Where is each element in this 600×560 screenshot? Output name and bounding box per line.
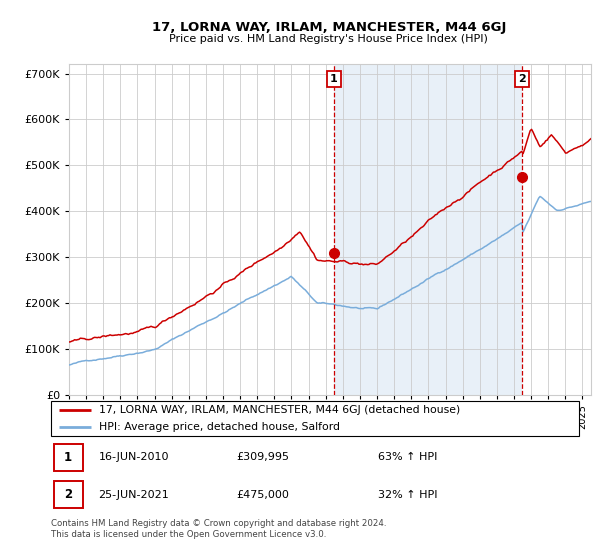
Text: 1: 1 — [330, 74, 337, 84]
Text: 1: 1 — [64, 451, 72, 464]
Text: 32% ↑ HPI: 32% ↑ HPI — [379, 490, 438, 500]
Text: 17, LORNA WAY, IRLAM, MANCHESTER, M44 6GJ: 17, LORNA WAY, IRLAM, MANCHESTER, M44 6G… — [152, 21, 506, 34]
Text: 25-JUN-2021: 25-JUN-2021 — [98, 490, 169, 500]
FancyBboxPatch shape — [53, 444, 83, 470]
Text: 2: 2 — [518, 74, 526, 84]
Text: £309,995: £309,995 — [236, 452, 289, 462]
Text: 63% ↑ HPI: 63% ↑ HPI — [379, 452, 438, 462]
Bar — [334, 64, 522, 395]
Text: 2: 2 — [64, 488, 72, 501]
FancyBboxPatch shape — [53, 482, 83, 508]
FancyBboxPatch shape — [51, 401, 579, 436]
Text: 17, LORNA WAY, IRLAM, MANCHESTER, M44 6GJ (detached house): 17, LORNA WAY, IRLAM, MANCHESTER, M44 6G… — [98, 405, 460, 414]
Text: 16-JUN-2010: 16-JUN-2010 — [98, 452, 169, 462]
Text: Price paid vs. HM Land Registry's House Price Index (HPI): Price paid vs. HM Land Registry's House … — [169, 34, 488, 44]
Text: HPI: Average price, detached house, Salford: HPI: Average price, detached house, Salf… — [98, 422, 340, 432]
Text: Contains HM Land Registry data © Crown copyright and database right 2024.
This d: Contains HM Land Registry data © Crown c… — [51, 519, 386, 539]
Text: £475,000: £475,000 — [236, 490, 289, 500]
